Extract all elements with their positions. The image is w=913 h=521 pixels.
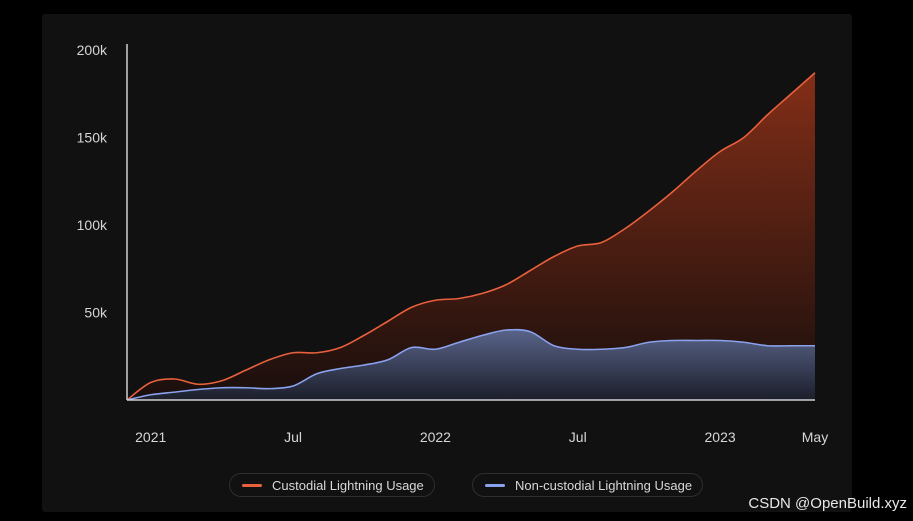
- legend-item-custodial[interactable]: Custodial Lightning Usage: [229, 473, 435, 497]
- series-area-custodial: [127, 72, 815, 400]
- legend-swatch-non-custodial: [485, 483, 505, 487]
- legend-item-non-custodial[interactable]: Non-custodial Lightning Usage: [472, 473, 704, 497]
- x-tick-label: 2021: [135, 429, 166, 445]
- x-tick-label: 2023: [705, 429, 736, 445]
- series-area-non-custodial: [127, 329, 815, 400]
- x-tick-label: Jul: [569, 429, 587, 445]
- watermark: CSDN @OpenBuild.xyz: [748, 495, 907, 512]
- y-tick-label: 50k: [84, 305, 108, 321]
- y-tick-label: 200k: [77, 42, 108, 58]
- legend-label-custodial: Custodial Lightning Usage: [272, 477, 424, 493]
- x-tick-label: 2022: [420, 429, 451, 445]
- x-tick-label: May: [802, 429, 828, 445]
- legend-swatch-custodial: [242, 483, 262, 487]
- x-tick-label: Jul: [284, 429, 302, 445]
- y-tick-label: 100k: [77, 217, 108, 233]
- legend-label-non-custodial: Non-custodial Lightning Usage: [515, 477, 693, 493]
- series-line-custodial: [126, 72, 816, 401]
- series-line-non-custodial: [126, 328, 815, 401]
- y-tick-label: 150k: [77, 130, 108, 146]
